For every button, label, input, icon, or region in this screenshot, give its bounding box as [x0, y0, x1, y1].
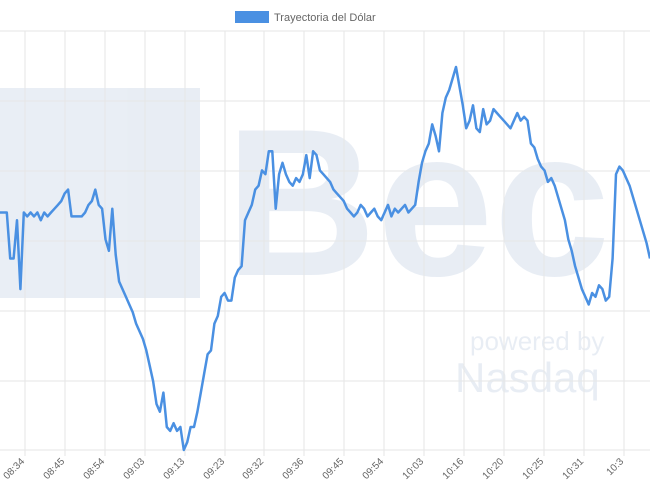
grid [0, 30, 650, 456]
watermark-brand: Bec [225, 85, 610, 320]
x-tick-label: 10:3 [605, 456, 627, 478]
x-tick-label: 09:45 [321, 456, 347, 482]
watermark-powered: powered by [470, 326, 604, 356]
x-tick-label: 09:54 [361, 456, 387, 482]
legend-label: Trayectoria del Dólar [274, 12, 376, 24]
x-tick-label: 10:03 [401, 456, 427, 482]
legend-swatch [235, 11, 269, 23]
x-tick-label: 10:25 [521, 456, 547, 482]
x-tick-label: 09:03 [122, 456, 148, 482]
x-tick-label: 10:20 [481, 456, 507, 482]
watermark-flag-icon [0, 88, 200, 298]
watermark-logo: Bec powered by Nasdaq [0, 85, 610, 401]
x-tick-label: 08:34 [2, 456, 28, 482]
x-tick-label: 08:54 [82, 456, 108, 482]
watermark-partner: Nasdaq [455, 354, 600, 401]
series-line [0, 65, 650, 452]
x-tick-label: 09:23 [202, 456, 228, 482]
x-tick-label: 08:45 [42, 456, 68, 482]
x-tick-label: 10:31 [561, 456, 587, 482]
x-tick-label: 09:36 [281, 456, 307, 482]
x-axis-ticks: 08:34 08:45 08:54 09:03 09:13 09:23 09:32 09:36… [2, 456, 627, 482]
x-tick-label: 09:32 [241, 456, 267, 482]
x-tick-label: 09:13 [162, 456, 188, 482]
x-tick-label: 10:16 [441, 456, 467, 482]
legend[interactable]: Trayectoria del Dólar [235, 11, 376, 24]
